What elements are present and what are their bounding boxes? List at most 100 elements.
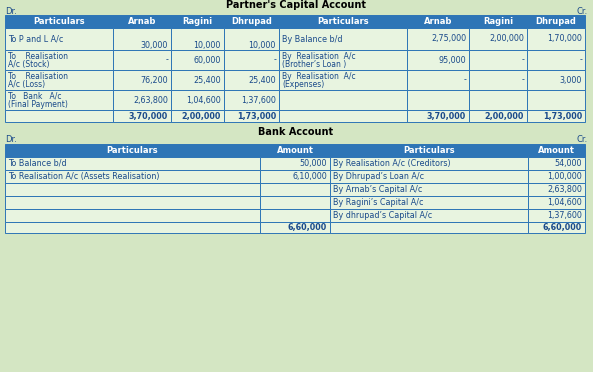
Bar bbox=[224, 110, 279, 122]
Bar bbox=[527, 28, 585, 50]
Text: By Balance b/d: By Balance b/d bbox=[282, 35, 343, 44]
Text: Dr.: Dr. bbox=[5, 7, 17, 16]
Text: To Realisation A/c (Assets Realisation): To Realisation A/c (Assets Realisation) bbox=[8, 172, 160, 181]
Bar bbox=[260, 183, 330, 196]
Text: 1,37,600: 1,37,600 bbox=[547, 211, 582, 220]
Text: 6,10,000: 6,10,000 bbox=[292, 172, 327, 181]
Bar bbox=[5, 110, 113, 122]
Text: Dhrupad: Dhrupad bbox=[535, 17, 576, 26]
Bar bbox=[113, 50, 171, 70]
Bar bbox=[224, 50, 279, 70]
Bar bbox=[330, 157, 528, 170]
Text: To Balance b/d: To Balance b/d bbox=[8, 159, 66, 168]
Bar bbox=[260, 157, 330, 170]
Text: Dhrupad: Dhrupad bbox=[231, 17, 272, 26]
Bar bbox=[528, 183, 585, 196]
Bar bbox=[528, 157, 585, 170]
Text: To P and L A/c: To P and L A/c bbox=[8, 35, 63, 44]
Bar bbox=[469, 50, 527, 70]
Text: Amount: Amount bbox=[276, 146, 314, 155]
Text: By Dhrupad’s Loan A/c: By Dhrupad’s Loan A/c bbox=[333, 172, 424, 181]
Bar bbox=[5, 144, 260, 157]
Bar bbox=[469, 90, 527, 110]
Bar bbox=[5, 196, 260, 209]
Text: 2,75,000: 2,75,000 bbox=[431, 35, 466, 44]
Bar bbox=[224, 28, 279, 50]
Text: Partner's Capital Account: Partner's Capital Account bbox=[226, 0, 366, 10]
Text: 54,000: 54,000 bbox=[554, 159, 582, 168]
Text: Ragini: Ragini bbox=[483, 17, 513, 26]
Text: By  Realisation  A/c: By Realisation A/c bbox=[282, 52, 356, 61]
Bar bbox=[224, 90, 279, 110]
Bar bbox=[171, 50, 224, 70]
Text: 3,70,000: 3,70,000 bbox=[129, 112, 168, 121]
Bar bbox=[469, 70, 527, 90]
Bar bbox=[528, 222, 585, 233]
Bar bbox=[113, 28, 171, 50]
Bar bbox=[528, 196, 585, 209]
Bar bbox=[171, 28, 224, 50]
Text: Cr.: Cr. bbox=[577, 135, 588, 144]
Text: Particulars: Particulars bbox=[317, 17, 369, 26]
Text: 2,63,800: 2,63,800 bbox=[133, 96, 168, 105]
Bar bbox=[5, 28, 113, 50]
Text: Bank Account: Bank Account bbox=[259, 127, 333, 137]
Text: Ragini: Ragini bbox=[183, 17, 212, 26]
Text: 10,000: 10,000 bbox=[248, 41, 276, 49]
Text: 95,000: 95,000 bbox=[438, 55, 466, 64]
Bar bbox=[407, 110, 469, 122]
Text: Dr.: Dr. bbox=[5, 135, 17, 144]
Bar bbox=[279, 70, 407, 90]
Text: A/c (Loss): A/c (Loss) bbox=[8, 80, 45, 89]
Bar bbox=[527, 90, 585, 110]
Text: -: - bbox=[521, 55, 524, 64]
Bar bbox=[528, 209, 585, 222]
Text: 1,37,600: 1,37,600 bbox=[241, 96, 276, 105]
Bar bbox=[5, 15, 113, 28]
Text: 1,70,000: 1,70,000 bbox=[547, 35, 582, 44]
Bar bbox=[527, 15, 585, 28]
Bar bbox=[113, 110, 171, 122]
Text: Particulars: Particulars bbox=[403, 146, 455, 155]
Text: To   Bank   A/c: To Bank A/c bbox=[8, 92, 62, 101]
Text: 2,00,000: 2,00,000 bbox=[181, 112, 221, 121]
Bar bbox=[469, 15, 527, 28]
Text: (Final Payment): (Final Payment) bbox=[8, 100, 68, 109]
Bar bbox=[5, 157, 260, 170]
Bar bbox=[279, 90, 407, 110]
Bar bbox=[260, 196, 330, 209]
Bar bbox=[527, 110, 585, 122]
Text: Particulars: Particulars bbox=[33, 17, 85, 26]
Text: By Realisation A/c (Creditors): By Realisation A/c (Creditors) bbox=[333, 159, 451, 168]
Bar bbox=[113, 15, 171, 28]
Bar bbox=[260, 222, 330, 233]
Text: -: - bbox=[273, 55, 276, 64]
Bar bbox=[330, 196, 528, 209]
Text: 1,00,000: 1,00,000 bbox=[547, 172, 582, 181]
Text: To    Realisation: To Realisation bbox=[8, 72, 68, 81]
Text: Amount: Amount bbox=[538, 146, 575, 155]
Text: Arnab: Arnab bbox=[424, 17, 452, 26]
Bar bbox=[527, 70, 585, 90]
Bar bbox=[113, 90, 171, 110]
Text: A/c (Stock): A/c (Stock) bbox=[8, 60, 49, 69]
Bar bbox=[5, 209, 260, 222]
Text: 2,00,000: 2,00,000 bbox=[484, 112, 524, 121]
Text: -: - bbox=[521, 76, 524, 84]
Bar bbox=[113, 70, 171, 90]
Text: 1,04,600: 1,04,600 bbox=[547, 198, 582, 207]
Text: 1,73,000: 1,73,000 bbox=[237, 112, 276, 121]
Bar bbox=[407, 70, 469, 90]
Bar bbox=[171, 110, 224, 122]
Bar bbox=[5, 222, 260, 233]
Bar bbox=[330, 222, 528, 233]
Text: -: - bbox=[579, 55, 582, 64]
Bar bbox=[469, 28, 527, 50]
Text: By dhrupad’s Capital A/c: By dhrupad’s Capital A/c bbox=[333, 211, 432, 220]
Bar bbox=[224, 70, 279, 90]
Bar bbox=[330, 183, 528, 196]
Text: 1,73,000: 1,73,000 bbox=[543, 112, 582, 121]
Bar bbox=[171, 15, 224, 28]
Bar bbox=[279, 15, 407, 28]
Text: -: - bbox=[165, 55, 168, 64]
